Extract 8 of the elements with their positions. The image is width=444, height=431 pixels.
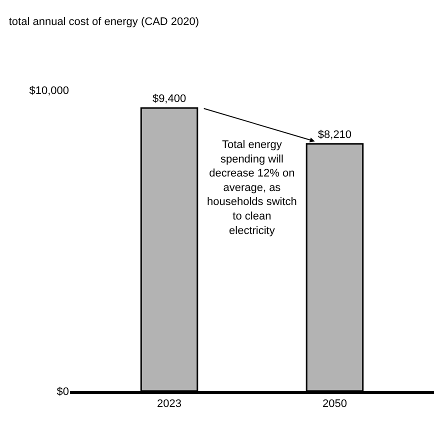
chart-title: total annual cost of energy (CAD 2020) <box>8 16 200 28</box>
y-tick-label: $10,000 <box>29 84 69 97</box>
y-tick-label: $0 <box>56 386 69 398</box>
x-tick-label: 2023 <box>157 398 182 410</box>
annotation: Total energy spending will decrease 12% on average, as households switch to clean electricity <box>207 139 297 237</box>
x-tick-label: 2050 <box>322 398 347 410</box>
data-label: $9,400 <box>152 93 186 106</box>
data-label: $8,210 <box>318 128 352 141</box>
